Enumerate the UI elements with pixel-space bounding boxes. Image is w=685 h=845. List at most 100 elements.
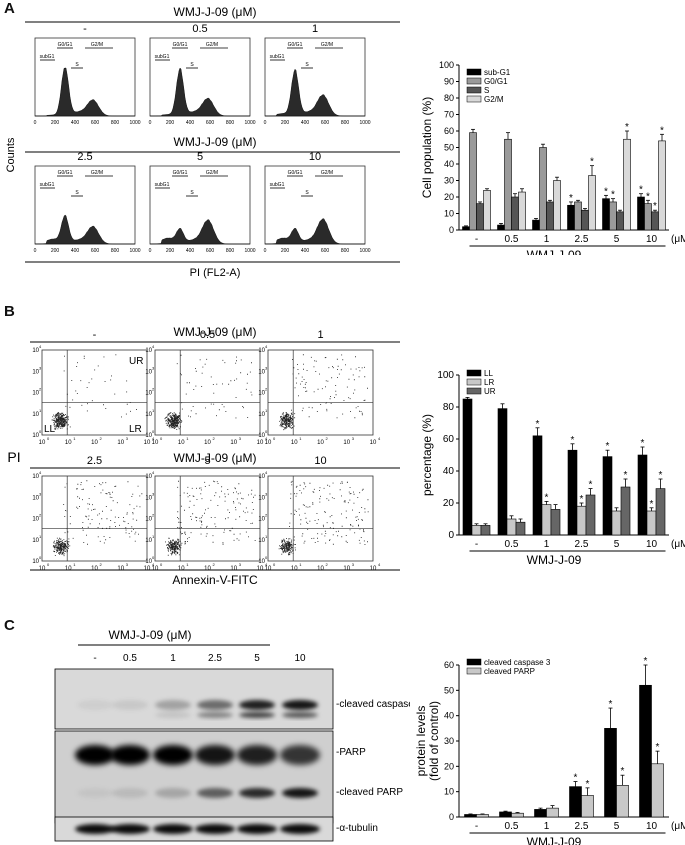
panel-b-label: B — [4, 303, 15, 320]
legend-label: sub-G1 — [484, 68, 511, 77]
y-log-tick: 10 — [258, 433, 265, 439]
gate-s-label: S — [75, 190, 79, 196]
band-alpha-tubulin — [237, 824, 277, 834]
gate-g2m-label: G2/M — [321, 42, 333, 48]
significance-mark: * — [611, 190, 615, 201]
bar-cleaved-caspase-3 — [534, 809, 547, 818]
significance-mark: * — [641, 438, 645, 449]
histogram-trace — [149, 67, 250, 117]
x-axis-label: WMJ-J-09 — [527, 553, 582, 567]
bar-g2-m — [483, 190, 491, 231]
x-log-exp: 2 — [100, 436, 103, 441]
bar-cleaved-caspase-3 — [604, 728, 617, 818]
histogram-frame — [34, 37, 136, 117]
legend-label: S — [484, 86, 489, 95]
bar-cleaved-parp — [581, 795, 594, 818]
legend-label: cleaved caspase 3 — [484, 658, 551, 667]
x-tick-label: 10 — [646, 234, 658, 245]
y-tick-label: 20 — [443, 498, 455, 509]
panel-b-x-label: Annexin-V-FITC — [172, 573, 258, 587]
band-cleaved-caspase3 — [239, 700, 275, 710]
y-log-exp: 2 — [152, 513, 155, 518]
band-cleaved-parp — [197, 788, 233, 798]
blot-label: -PARP — [336, 747, 366, 758]
y-log-tick: 10 — [258, 348, 265, 354]
y-log-tick: 10 — [258, 391, 265, 397]
y-tick-label: 20 — [444, 761, 454, 771]
histogram-x-tick: 600 — [91, 120, 100, 126]
y-log-tick: 10 — [258, 474, 265, 480]
bar-s — [651, 211, 659, 231]
x-log-exp: 1 — [186, 562, 189, 567]
legend-swatch — [466, 378, 482, 386]
histogram-frame — [149, 37, 251, 117]
y-tick-label: 90 — [444, 77, 454, 87]
y-log-tick: 10 — [32, 369, 39, 375]
y-log-tick: 10 — [145, 391, 152, 397]
y-tick-label: 0 — [448, 530, 454, 541]
histogram-x-tick: 0 — [34, 248, 37, 254]
x-tick-label: 10 — [646, 539, 658, 550]
legend-swatch — [466, 77, 482, 85]
x-log-tick: 10 — [39, 566, 46, 572]
bar-lr — [506, 518, 517, 536]
band-cleaved-caspase3 — [197, 700, 233, 710]
y-log-exp: 2 — [39, 387, 42, 392]
histogram-x-tick: 1000 — [359, 248, 370, 254]
bar-s — [511, 196, 519, 231]
histogram-x-tick: 1000 — [129, 248, 140, 254]
band-cleaved-caspase3 — [155, 700, 191, 710]
x-log-tick: 10 — [291, 440, 298, 446]
y-tick-label: 100 — [437, 370, 454, 381]
panel-a-y-label: Counts — [5, 137, 17, 172]
bar-s — [581, 209, 589, 231]
x-log-exp: 4 — [265, 562, 268, 567]
y-log-exp: 3 — [152, 491, 155, 496]
x-unit-label: (μM) — [671, 821, 685, 832]
y-tick-label: 40 — [444, 711, 454, 721]
bar-cleaved-caspase-3 — [569, 786, 582, 818]
apoptosis-bar-chart: 0 20 40 60 80 100 - 0.5 1 * * 2.5 * * * 5 * * 10 * * * WMJ-J-0… — [420, 369, 685, 567]
significance-mark: * — [580, 494, 584, 505]
y-tick-label: 40 — [443, 466, 455, 477]
bar-g2-m — [623, 138, 631, 231]
y-log-exp: 0 — [39, 429, 42, 434]
x-log-tick: 10 — [370, 440, 377, 446]
histogram-x-tick: 0 — [34, 120, 37, 126]
y-log-exp: 1 — [152, 534, 155, 539]
legend-label: cleaved PARP — [484, 667, 535, 676]
significance-mark: * — [609, 699, 613, 710]
band-alpha-tubulin — [280, 824, 320, 834]
x-log-tick: 10 — [291, 566, 298, 572]
significance-mark: * — [624, 470, 628, 481]
gate-g0g1-label: G0/G1 — [173, 170, 188, 176]
y-log-tick: 10 — [258, 517, 265, 523]
x-log-tick: 10 — [230, 440, 237, 446]
y-tick-label: 80 — [444, 93, 454, 103]
significance-mark: * — [571, 435, 575, 446]
gate-g2m-label: G2/M — [91, 42, 103, 48]
blot-label: -cleaved caspase 3 — [336, 699, 410, 710]
x-log-exp: 0 — [47, 436, 50, 441]
x-tick-label: 0.5 — [505, 539, 519, 550]
significance-mark: * — [574, 773, 578, 784]
x-tick-label: 0.5 — [505, 234, 519, 245]
significance-mark: * — [545, 492, 549, 503]
y-log-tick: 10 — [32, 348, 39, 354]
y-log-tick: 10 — [32, 391, 39, 397]
bar-cleaved-parp — [476, 814, 489, 818]
y-log-tick: 10 — [145, 348, 152, 354]
x-log-exp: 3 — [239, 562, 242, 567]
quadrant-ll-label: LL — [44, 424, 56, 435]
histogram-x-tick: 1000 — [359, 120, 370, 126]
bar-sub-g1 — [602, 198, 610, 231]
y-log-exp: 1 — [39, 534, 42, 539]
y-tick-label: 40 — [444, 159, 454, 169]
y-log-exp: 0 — [265, 429, 268, 434]
band-cleaved-caspase3-lower — [77, 712, 113, 718]
y-log-tick: 10 — [32, 559, 39, 565]
scatter-events — [51, 354, 140, 430]
y-log-tick: 10 — [32, 495, 39, 501]
legend-label: G0/G1 — [484, 77, 508, 86]
